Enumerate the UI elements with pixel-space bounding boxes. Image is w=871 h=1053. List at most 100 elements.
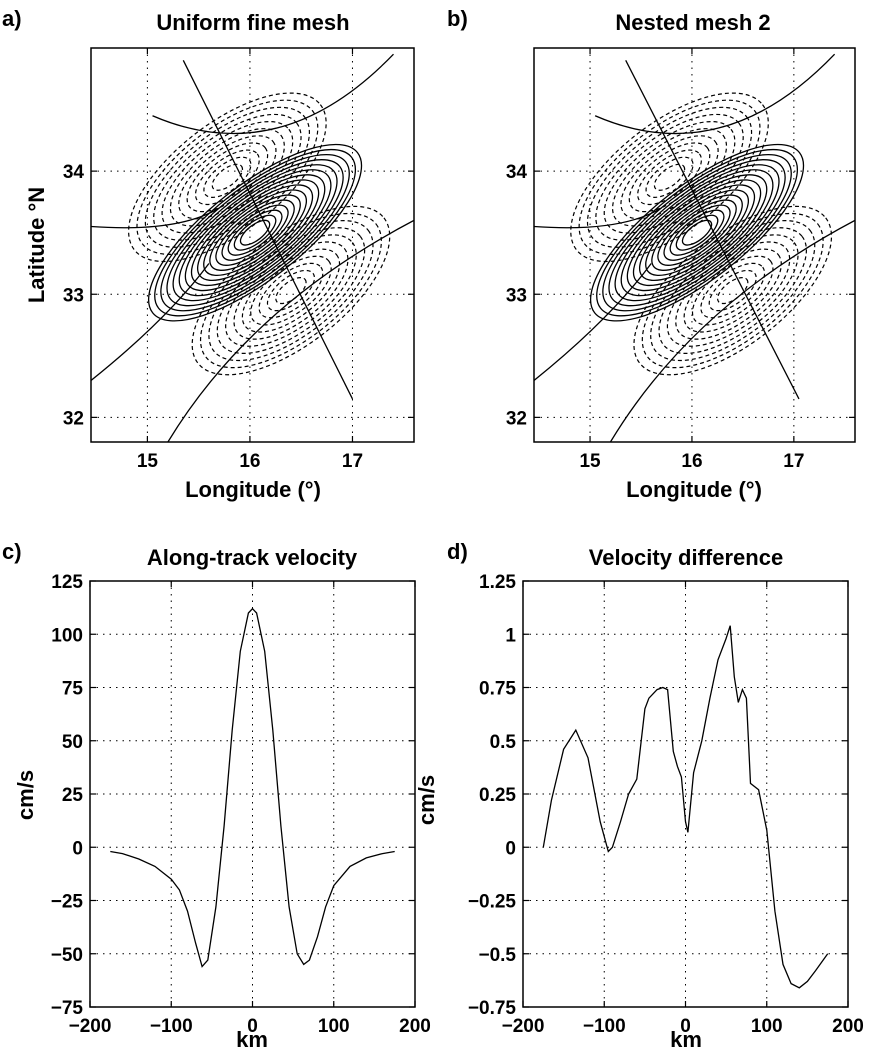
panel-a-xtick-label-1: 16 xyxy=(239,451,260,472)
panel-a-dashed-contour-0-6 xyxy=(169,128,285,227)
panel-d-ytick-label-2: −0.25 xyxy=(468,892,517,913)
panel-a-letter: a) xyxy=(2,6,22,31)
panel-d-plot xyxy=(523,581,848,1007)
panel-a-xtick-label-0: 15 xyxy=(137,451,159,472)
panel-b-dashed-contour-0-1 xyxy=(653,163,686,191)
panel-a-solid-contour-1 xyxy=(239,219,271,246)
panel-b-solid-contour-16 xyxy=(589,143,805,322)
panel-b-ticks: 15 16 17 32 33 34 xyxy=(506,48,855,472)
panel-b-xtick-label-2: 17 xyxy=(783,451,804,472)
panel-b-outer-contour-4 xyxy=(534,207,662,229)
panel-d-ytick-label-6: 0.75 xyxy=(479,679,516,700)
panel-a-dashed-contour-1-11 xyxy=(191,205,391,376)
panel-a-solid-contour-10 xyxy=(184,174,326,292)
panel-b-dashed-contour-1-4 xyxy=(691,255,774,326)
panel-a-ytick-label-1: 33 xyxy=(63,285,84,306)
panel-c-ytick-label-6: 75 xyxy=(62,679,84,700)
panel-b-frame xyxy=(533,47,856,443)
panel-a-dashed-contour-0-5 xyxy=(178,135,277,220)
panel-a-dashed-contour-0-2 xyxy=(203,156,252,198)
panel-b-solid-contour-1 xyxy=(681,219,713,246)
panel-d-title: Velocity difference xyxy=(589,545,783,570)
panel-b-dashed-contour-0-9 xyxy=(586,106,753,248)
panel-b-dashed-contour-1-3 xyxy=(700,262,766,319)
panel-b-dashed-contour-0-11 xyxy=(570,92,769,263)
panel-b-dashed-contour-0-10 xyxy=(578,99,761,255)
panel-a-solid-contour-11 xyxy=(178,169,332,297)
panel-d: d) Velocity difference −200 −100 0 100 200 −0… xyxy=(414,539,864,1052)
panel-d-ylabel: cm/s xyxy=(414,775,439,825)
panel-b-title: Nested mesh 2 xyxy=(615,10,770,35)
panel-b-dashed-contour-1-9 xyxy=(650,220,816,362)
panel-c-xtick-label-4: 200 xyxy=(399,1016,431,1037)
panel-a-dashed-contour-0-10 xyxy=(136,99,319,255)
panel-d-ytick-label-3: 0 xyxy=(505,838,516,859)
panel-a-dashed-contour-1-9 xyxy=(208,220,374,362)
panel-a-solid-contour-16 xyxy=(147,143,363,322)
panel-b-plot xyxy=(534,48,855,442)
panel-a-plot xyxy=(91,48,414,442)
panel-c-ytick-label-3: 0 xyxy=(72,838,83,859)
panel-c-xtick-label-0: −200 xyxy=(69,1016,112,1037)
panel-b: b) Nested mesh 2 15 16 17 32 33 34 Longitude … xyxy=(447,6,856,502)
panel-a-xlabel: Longitude (°) xyxy=(185,477,321,502)
panel-b-dashed-contour-0-6 xyxy=(611,128,728,227)
panel-c-xtick-label-3: 100 xyxy=(318,1016,350,1037)
panel-a-dashed-contour-0-1 xyxy=(211,163,244,191)
panel-c-ylabel: cm/s xyxy=(13,770,38,820)
panel-a-dashed-contour-1-2 xyxy=(266,269,316,312)
panel-a-solid-contour-2 xyxy=(233,214,277,251)
panel-b-ytick-label-2: 34 xyxy=(506,162,528,183)
panel-c-letter: c) xyxy=(2,539,22,564)
panel-c-plot xyxy=(90,581,415,1007)
panel-d-ytick-label-4: 0.25 xyxy=(479,785,516,806)
panel-c-series-line xyxy=(110,607,395,968)
panel-a-solid-contour-12 xyxy=(172,164,338,302)
panel-b-solid-contour-10 xyxy=(626,174,768,292)
panel-d-letter: d) xyxy=(447,539,468,564)
panel-c-title: Along-track velocity xyxy=(147,545,358,570)
panel-a-outer-contour-3 xyxy=(167,219,414,442)
panel-b-track-line xyxy=(625,60,800,400)
panel-b-dashed-contour-0-8 xyxy=(595,113,744,241)
panel-a-frame xyxy=(90,47,415,443)
panel-d-series-line xyxy=(542,625,829,989)
panel-a-track-line xyxy=(182,60,354,400)
panel-b-outer-contour-3 xyxy=(609,219,855,442)
panel-b-ytick-label-0: 32 xyxy=(506,408,527,429)
panel-b-solid-contour-13 xyxy=(608,159,786,307)
panel-d-ytick-label-8: 1.25 xyxy=(479,572,516,593)
panel-b-solid-contour-7 xyxy=(645,189,750,277)
panel-d-xtick-label-1: −100 xyxy=(583,1016,626,1037)
panel-b-solid-contour-3 xyxy=(669,209,725,256)
panel-b-dashed-contour-0-4 xyxy=(628,142,711,213)
panel-a-outer-contour-1 xyxy=(152,53,394,135)
panel-a-dashed-contour-1-3 xyxy=(258,262,324,319)
panel-b-xlabel: Longitude (°) xyxy=(626,477,762,502)
panel-b-outer-contour-1 xyxy=(594,53,836,135)
panel-a-dashed-contour-1-4 xyxy=(250,255,332,326)
panel-b-xtick-label-0: 15 xyxy=(579,451,601,472)
panel-b-dashed-contour-1-5 xyxy=(683,248,782,333)
panel-a-ticks: 15 16 17 32 33 34 xyxy=(63,48,414,472)
panel-a-solid-contour-13 xyxy=(166,159,344,307)
panel-d-ytick-label-5: 0.5 xyxy=(490,732,517,753)
panel-d-xtick-label-4: 200 xyxy=(832,1016,864,1037)
panel-a-dashed-contour-0-11 xyxy=(128,92,327,263)
panel-d-ytick-label-0: −0.75 xyxy=(468,998,517,1019)
panel-b-solid-contour-12 xyxy=(614,164,780,302)
panel-b-dashed-contour-1-2 xyxy=(708,269,757,312)
panel-b-dashed-contour-1-7 xyxy=(666,234,799,347)
panel-b-letter: b) xyxy=(447,6,468,31)
panel-b-outer-contour-2 xyxy=(534,263,652,381)
panel-b-dashed-contour-0-5 xyxy=(620,135,719,220)
panel-a-xtick-label-2: 17 xyxy=(342,451,363,472)
panel-b-dashed-contour-0-2 xyxy=(645,156,694,198)
panel-b-solid-contour-9 xyxy=(632,179,762,287)
panel-c-xlabel: km xyxy=(236,1027,268,1052)
panel-a-solid-contour-7 xyxy=(203,189,308,277)
panel-b-solid-contour-11 xyxy=(620,169,774,297)
panel-a-ylabel: Latitude °N xyxy=(24,187,49,303)
panel-d-xtick-label-2: 0 xyxy=(680,1016,691,1037)
